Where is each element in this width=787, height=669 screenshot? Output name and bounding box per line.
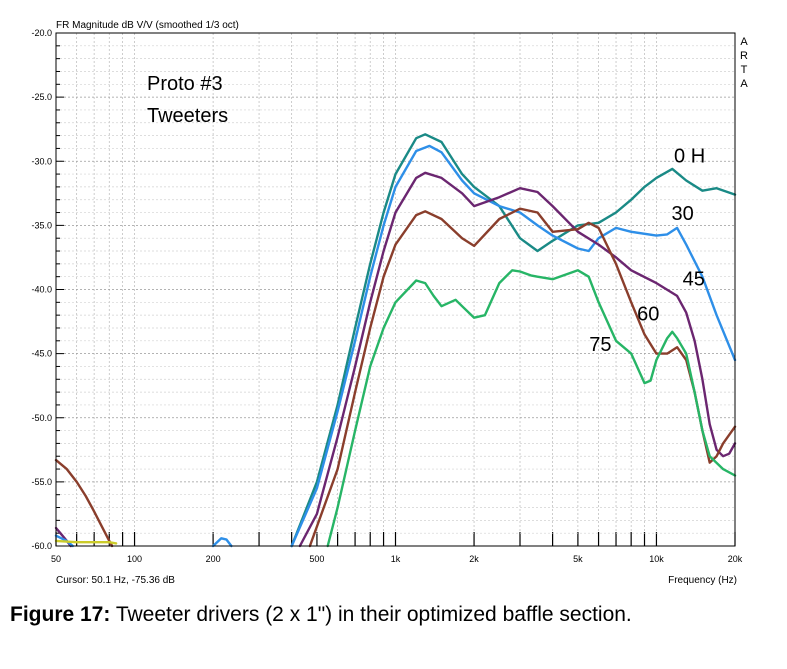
y-tick-label: -60.0 — [31, 541, 52, 551]
watermark-letter: T — [741, 64, 748, 76]
x-tick-label: 2k — [469, 554, 479, 564]
figure-caption: Figure 17: Tweeter drivers (2 x 1") in t… — [10, 600, 762, 629]
y-tick-label: -35.0 — [31, 220, 52, 230]
y-tick-label: -50.0 — [31, 413, 52, 423]
x-tick-label: 50 — [51, 554, 61, 564]
series-label: 45 — [683, 269, 705, 291]
chart-title: FR Magnitude dB V/V (smoothed 1/3 oct) — [56, 20, 239, 31]
cursor-readout: Cursor: 50.1 Hz, -75.36 dB — [56, 575, 175, 586]
annotation-line2: Tweeters — [147, 105, 228, 127]
series-label: 0 H — [674, 146, 705, 168]
series-line — [298, 171, 737, 548]
curve-labels: 0 H 30 45 60 75 — [589, 146, 705, 357]
caption-text: Tweeter drivers (2 x 1") in their optimi… — [110, 603, 632, 626]
series-label: 60 — [637, 303, 659, 325]
x-tick-label: 500 — [309, 554, 324, 564]
y-tick-label: -25.0 — [31, 92, 52, 102]
y-tick-label: -55.0 — [31, 477, 52, 487]
caption-label: Figure 17: — [10, 603, 111, 626]
watermark-letter: A — [740, 78, 748, 90]
x-axis-label: Frequency (Hz) — [668, 575, 737, 586]
x-tick-label: 100 — [127, 554, 142, 564]
y-tick-label: -30.0 — [31, 156, 52, 166]
annotation-line1: Proto #3 — [147, 73, 223, 95]
series-line — [290, 133, 737, 548]
plot-frame — [55, 32, 736, 547]
y-tick-labels: -20.0 -25.0 -30.0 -35.0 -40.0 -45.0 -50.0 -55.0… — [31, 28, 52, 551]
series-label: 75 — [589, 334, 611, 356]
y-tick-label: -40.0 — [31, 285, 52, 295]
y-tick-label: -20.0 — [31, 28, 52, 38]
series-label: 30 — [672, 203, 694, 225]
x-tick-label: 1k — [391, 554, 401, 564]
x-tick-labels: 50 100 200 500 1k 2k 5k 10k 20k — [51, 554, 743, 564]
x-tick-label: 5k — [573, 554, 583, 564]
series-lines — [54, 133, 737, 548]
x-tick-label: 200 — [206, 554, 221, 564]
x-tick-label: 20k — [728, 554, 743, 564]
y-tick-label: -45.0 — [31, 349, 52, 359]
x-tick-label: 10k — [649, 554, 664, 564]
frequency-response-chart: FR Magnitude dB V/V (smoothed 1/3 oct) A… — [31, 20, 749, 586]
series-line — [54, 458, 114, 548]
grid-lines — [55, 32, 736, 547]
series-line — [211, 537, 233, 548]
series-line — [54, 539, 118, 545]
watermark-letter: R — [740, 50, 748, 62]
watermark-letter: A — [740, 36, 748, 48]
series-line — [290, 144, 737, 548]
series-line — [326, 269, 737, 548]
